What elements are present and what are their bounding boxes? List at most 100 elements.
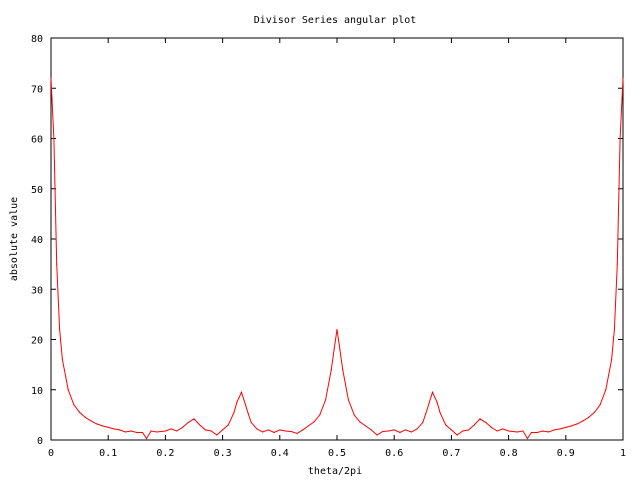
series-point — [233, 411, 235, 413]
series-point — [405, 429, 407, 431]
series-point — [467, 429, 470, 431]
series-point — [284, 430, 287, 432]
series-point — [222, 429, 224, 431]
series-point — [610, 359, 613, 361]
series-point — [431, 391, 434, 393]
series-point — [370, 429, 372, 431]
series-point — [436, 401, 438, 403]
series-point — [490, 426, 493, 429]
x-tick-label: 0 — [48, 448, 54, 459]
series-point — [73, 404, 75, 406]
series-point — [236, 401, 238, 403]
y-tick-label: 20 — [31, 336, 43, 347]
series-point — [530, 431, 533, 434]
series-point — [50, 77, 52, 79]
series-point — [279, 429, 281, 431]
series-point — [576, 423, 578, 425]
series-point — [96, 423, 98, 425]
series-point — [136, 431, 138, 434]
series-point — [553, 429, 555, 431]
series-point — [181, 426, 184, 429]
series-point — [616, 263, 618, 265]
chart-title: Divisor Series angular plot — [254, 15, 417, 26]
series-point — [187, 421, 189, 424]
series-point — [536, 431, 538, 434]
series-point — [193, 418, 195, 420]
series-point — [210, 430, 212, 432]
series-point — [273, 431, 275, 434]
series-point — [496, 430, 498, 432]
x-tick-label: 0.8 — [500, 448, 518, 459]
series-point — [422, 421, 424, 424]
y-tick-label: 50 — [31, 185, 43, 196]
series-point — [199, 424, 201, 426]
series-point — [382, 430, 384, 433]
series-point — [359, 421, 361, 423]
y-tick-label: 40 — [31, 235, 43, 246]
y-tick-label: 30 — [31, 285, 43, 296]
y-tick-label: 10 — [31, 386, 43, 397]
series-point — [522, 430, 524, 432]
series-point — [353, 414, 355, 416]
series-point — [439, 411, 441, 413]
series-point — [244, 404, 247, 406]
series-point — [387, 430, 390, 432]
series-point — [542, 430, 544, 432]
x-tick-label: 0.1 — [99, 448, 117, 459]
series-point — [84, 416, 86, 418]
series-point — [176, 430, 178, 432]
series-point — [339, 348, 341, 351]
x-tick-label: 0.6 — [385, 448, 403, 459]
series-point — [296, 432, 298, 435]
series-point — [450, 429, 452, 431]
series-point — [410, 431, 412, 433]
series-point — [605, 389, 607, 391]
series-point — [619, 137, 621, 140]
series-point — [479, 418, 481, 420]
series-point — [156, 431, 158, 433]
series-point — [376, 434, 378, 436]
series-point — [79, 411, 81, 413]
series-point — [164, 430, 166, 432]
series-point — [593, 411, 596, 413]
series-point — [124, 431, 126, 433]
series-point — [399, 431, 401, 434]
series-point — [247, 413, 249, 415]
x-tick-label: 0.2 — [156, 448, 174, 459]
series-point — [342, 369, 344, 371]
x-tick-label: 0.7 — [442, 448, 460, 459]
series-point — [302, 429, 304, 431]
series-point — [502, 428, 504, 430]
y-axis-label: absolute value — [9, 197, 20, 281]
series-point — [599, 404, 601, 406]
series-line — [50, 78, 624, 440]
series-point — [58, 328, 61, 331]
series-point — [101, 425, 104, 427]
series-point — [267, 429, 269, 431]
series-point — [150, 430, 152, 432]
series-point — [347, 399, 350, 401]
series-point — [119, 429, 121, 431]
y-tick-label: 80 — [31, 34, 43, 45]
series-point — [90, 420, 92, 422]
series-point — [613, 328, 616, 331]
series-point — [170, 428, 172, 430]
x-tick-label: 0.9 — [557, 448, 575, 459]
series-point — [227, 424, 229, 426]
x-tick-label: 0.3 — [214, 448, 232, 459]
series-point — [393, 429, 395, 431]
series-point — [256, 428, 258, 430]
series-point — [456, 434, 458, 436]
series-point — [485, 421, 487, 424]
series-point — [324, 399, 327, 401]
y-axis-ticks: 0 10 20 30 40 50 60 70 80 — [31, 34, 623, 447]
series-point — [565, 426, 567, 429]
y-tick-label: 0 — [37, 436, 43, 447]
series-point — [582, 420, 584, 422]
series-point — [130, 430, 132, 432]
x-tick-label: 0.4 — [271, 448, 289, 459]
series-point — [216, 434, 218, 436]
x-axis-ticks: 0 0.1 0.2 0.3 0.4 0.5 0.6 0.7 0.8 0.9 1 — [48, 38, 626, 459]
series-point — [240, 391, 243, 393]
